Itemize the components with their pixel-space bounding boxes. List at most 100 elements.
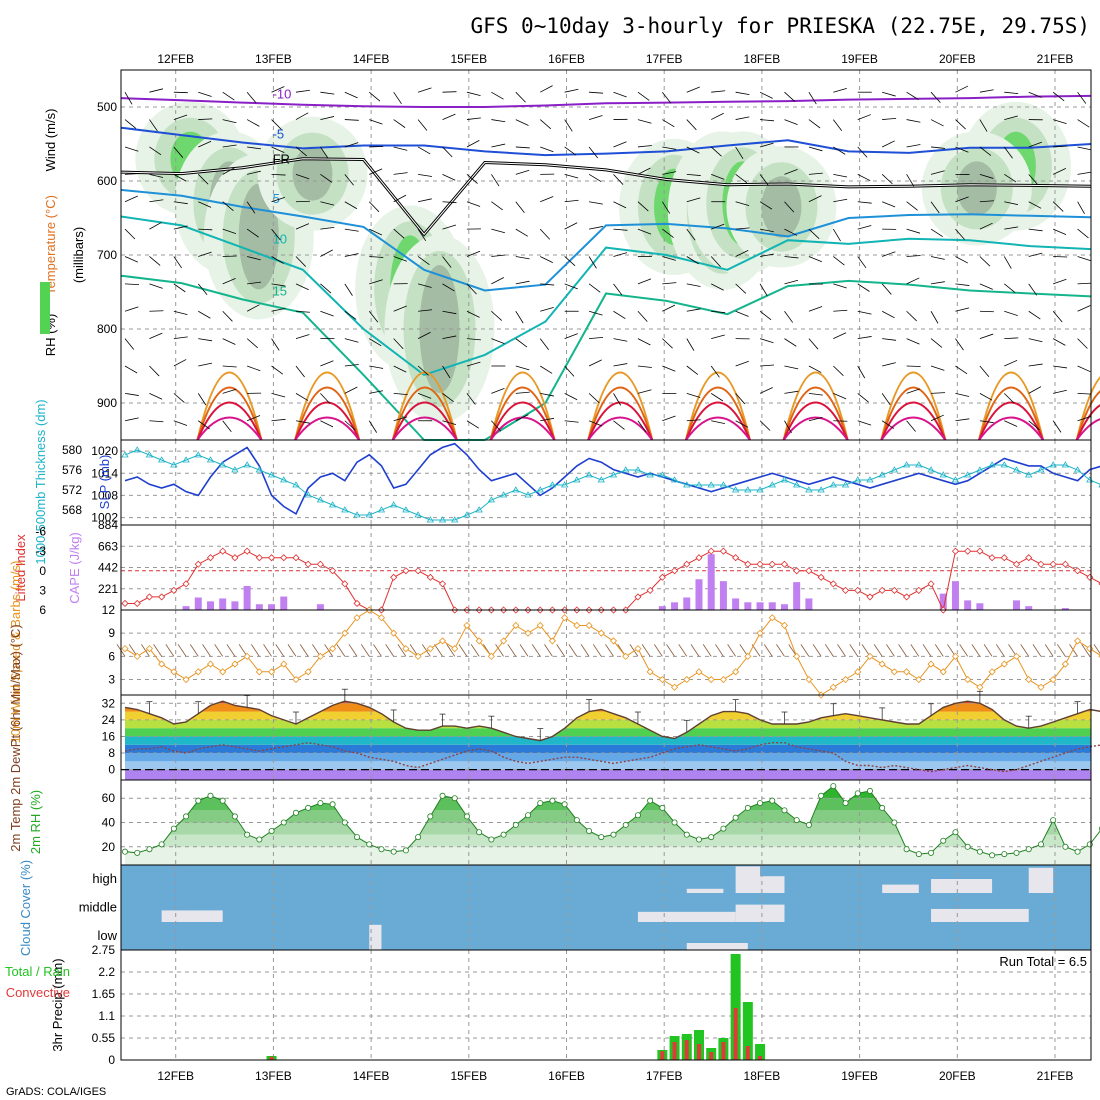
rh-marker [1037, 841, 1044, 848]
wind-barb [295, 256, 306, 267]
wind-barb [1028, 91, 1042, 98]
li-marker [756, 560, 764, 568]
wind-barb [833, 365, 844, 377]
surface-warm-contour [391, 401, 458, 441]
surface-warm-contour [978, 371, 1045, 441]
thickness-marker [707, 481, 715, 488]
surface-warm-contour [684, 371, 751, 441]
bottom-date-label: 15FEB [450, 1069, 487, 1083]
top-date-label: 12FEB [157, 52, 194, 66]
wind-barb [955, 418, 970, 422]
wind-barb [124, 195, 138, 203]
wind-barb [564, 256, 576, 267]
wind-barb [686, 197, 701, 203]
wind-barb [955, 146, 969, 153]
wind-speed-marker [206, 660, 215, 668]
thickness-marker [634, 466, 642, 473]
wind-barb [1053, 278, 1067, 285]
top-date-label: 17FEB [646, 52, 683, 66]
wind-barb [320, 360, 334, 367]
wind-speed-marker [1074, 637, 1082, 645]
cape-bar [951, 581, 959, 610]
wind-barb [979, 393, 993, 401]
li-marker [182, 580, 190, 588]
wind-barb [295, 173, 310, 180]
wind-barb [784, 365, 799, 370]
contour-label: -5 [273, 127, 285, 142]
wind-barb [393, 305, 407, 312]
wind-barb [124, 173, 140, 175]
wind-barb [295, 310, 310, 313]
wind-barb [320, 249, 333, 257]
wind-barb [881, 393, 891, 406]
rh-marker [854, 790, 861, 797]
rh-marker [647, 797, 654, 804]
wind-barb [1004, 420, 1018, 427]
wind-barb [540, 256, 553, 263]
wind-barb [1077, 338, 1088, 349]
wind-barb [466, 310, 480, 318]
credit-label: GrADS: COLA/IGES [6, 1086, 106, 1098]
wind-barb [519, 644, 529, 657]
wind-barb [515, 228, 529, 237]
li-marker [206, 554, 215, 562]
wind-barb [393, 194, 407, 203]
cape-bar [964, 600, 972, 610]
bottom-date-label: 19FEB [841, 1069, 878, 1083]
surface-warm-contour [587, 371, 654, 441]
wind-barb [686, 283, 701, 287]
wind-barb [857, 420, 872, 426]
wind-barb [222, 91, 235, 101]
temp-band [125, 753, 1091, 762]
li-marker [341, 580, 349, 588]
thickness-marker [780, 476, 789, 483]
li-marker [1074, 567, 1082, 575]
wind-barb [393, 172, 408, 175]
wind-barb [589, 91, 604, 94]
rh-marker [378, 846, 385, 853]
surface-warm-contour [880, 371, 947, 441]
rh-marker [781, 807, 788, 814]
cloud-cell [760, 876, 785, 893]
wind-barb [368, 201, 380, 213]
wind-barb [662, 119, 675, 128]
rh-marker [195, 797, 202, 804]
wind-barb [637, 420, 647, 433]
cape-label: CAPE (J/kg) [67, 532, 82, 604]
run-total-annotation: Run Total = 6.5 [999, 954, 1087, 969]
wind-barb [344, 119, 359, 121]
wind-barb [442, 393, 454, 403]
wind-barb [613, 174, 624, 185]
slp-line [124, 442, 1100, 516]
wind-barb [222, 167, 236, 175]
rh-band [125, 822, 1091, 835]
wind-barb [1020, 644, 1030, 657]
wind-barb [198, 140, 212, 148]
rh-region-high [761, 176, 802, 238]
wind-barb [1004, 337, 1019, 340]
rh-marker [476, 829, 483, 836]
wind-barb [979, 200, 994, 203]
wind-speed-marker [1049, 675, 1057, 684]
rh-marker [818, 792, 825, 799]
wind-speed-marker [683, 675, 691, 684]
wind-barb [833, 173, 848, 178]
wind-barb [588, 256, 597, 269]
wind-barb [271, 392, 286, 398]
li-marker [1061, 560, 1069, 568]
wind-barb [637, 365, 652, 368]
wind-barb [124, 306, 139, 312]
wind-speed-marker [927, 660, 935, 668]
wind-barb [198, 420, 210, 430]
wind-barb [507, 644, 517, 657]
thickness-marker [280, 476, 288, 483]
thickness-marker [1049, 461, 1057, 468]
wind-barb [324, 644, 333, 657]
li-tick-label: 6 [39, 603, 46, 617]
thickness-marker [1037, 466, 1045, 473]
thickness-marker [878, 471, 886, 478]
wind-barb [491, 228, 506, 234]
wind-barb [271, 283, 286, 287]
chart-title: GFS 0~10day 3-hourly for PRIESKA (22.75E… [470, 14, 1090, 38]
wind-barb [808, 228, 820, 239]
